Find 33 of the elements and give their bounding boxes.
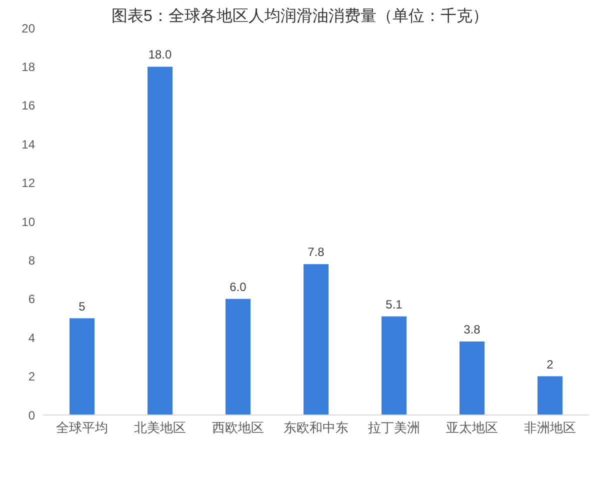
y-tick-label: 0 xyxy=(28,408,36,422)
data-label: 3.8 xyxy=(464,322,481,336)
y-tick-label: 4 xyxy=(28,330,36,345)
data-label: 5.1 xyxy=(386,297,403,312)
bar xyxy=(382,316,407,415)
x-tick-label: 北美地区 xyxy=(134,420,186,436)
x-tick-label: 非洲地区 xyxy=(524,420,576,436)
y-tick-label: 6 xyxy=(28,292,36,306)
bar xyxy=(226,298,251,415)
data-label: 5 xyxy=(78,299,86,314)
y-tick-label: 16 xyxy=(22,98,36,113)
bar xyxy=(460,341,485,415)
x-tick-label: 东欧和中东 xyxy=(284,420,348,436)
x-tick-label: 亚太地区 xyxy=(446,420,498,436)
bar xyxy=(538,376,563,415)
bar xyxy=(148,66,173,415)
x-tick-label: 西欧地区 xyxy=(212,420,264,436)
x-tick-label: 拉丁美洲 xyxy=(368,420,420,436)
y-tick-label: 10 xyxy=(22,214,36,229)
y-tick-label: 18 xyxy=(22,60,36,74)
bar xyxy=(304,264,329,415)
data-label: 18.0 xyxy=(148,48,172,62)
data-label: 6.0 xyxy=(230,280,247,294)
y-tick-label: 20 xyxy=(22,21,36,36)
y-tick-label: 8 xyxy=(28,253,36,268)
x-tick-label: 全球平均 xyxy=(56,420,108,436)
y-tick-label: 12 xyxy=(22,176,36,190)
bar xyxy=(70,318,95,415)
chart-title: 图表5：全球各地区人均润滑油消费量（单位：千克） xyxy=(112,8,488,25)
y-tick-label: 14 xyxy=(22,137,36,152)
data-label: 2 xyxy=(546,357,554,372)
data-label: 7.8 xyxy=(308,245,325,260)
y-tick-label: 2 xyxy=(28,370,36,384)
